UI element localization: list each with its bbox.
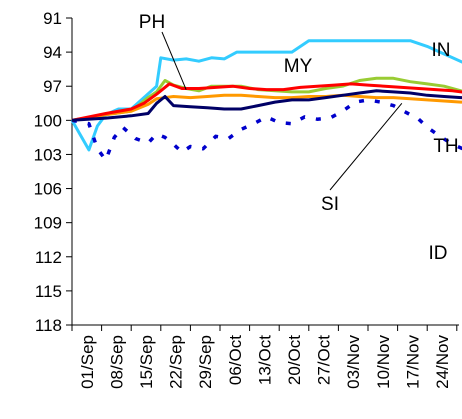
x-tick-label: 03/Nov xyxy=(344,335,363,389)
x-tick-label: 01/Sep xyxy=(78,335,97,389)
x-tick-label: 06/Oct xyxy=(226,335,245,385)
y-tick-label: 115 xyxy=(35,282,62,301)
annotation-label-si: SI xyxy=(321,194,339,215)
x-tick-label: 27/Oct xyxy=(315,335,334,385)
x-tick-label: 10/Nov xyxy=(374,335,393,389)
y-tick-label: 97 xyxy=(43,77,62,96)
y-tick-label: 100 xyxy=(34,111,62,130)
x-tick-label: 22/Sep xyxy=(167,335,186,389)
x-tick-label: 15/Sep xyxy=(137,335,156,389)
series-line-th xyxy=(71,93,462,122)
y-tick-label: 106 xyxy=(34,180,62,199)
x-tick-label: 29/Sep xyxy=(196,335,215,389)
series-line-si xyxy=(71,89,462,122)
y-tick-label: 118 xyxy=(35,316,62,335)
series-line-ph xyxy=(71,82,462,122)
series-layer xyxy=(70,39,462,162)
x-tick-label: 13/Oct xyxy=(255,335,274,385)
annotation-label-in: IN xyxy=(432,40,451,61)
annotation-leader-ph xyxy=(161,31,187,90)
y-tick-label: 91 xyxy=(43,9,62,28)
x-axis: 01/Sep 08/Sep 15/Sep 22/Sep 29/Sep 06/Oct 13/O… xyxy=(71,324,459,389)
annotation-label-ph: PH xyxy=(139,12,165,33)
annotation-layer: PH MY IN TH SI ID xyxy=(139,12,459,264)
annotation-label-my: MY xyxy=(284,56,313,77)
x-tick-label: 17/Nov xyxy=(403,335,422,389)
series-line-id xyxy=(71,98,462,162)
series-line-in xyxy=(70,39,462,152)
y-axis: 91 94 97 100 103 106 109 112 115 118 xyxy=(34,9,73,335)
x-tick-label: 08/Sep xyxy=(107,335,126,389)
x-tick-label: 24/Nov xyxy=(433,335,452,389)
annotation-label-th: TH xyxy=(433,136,458,157)
annotation-leader-si xyxy=(329,102,403,191)
x-tick-label: 20/Oct xyxy=(285,335,304,385)
annotation-label-id: ID xyxy=(429,243,448,264)
y-tick-label: 112 xyxy=(35,248,62,267)
y-tick-label: 94 xyxy=(43,43,62,62)
y-tick-label: 103 xyxy=(34,145,62,164)
y-tick-label: 109 xyxy=(34,214,62,233)
